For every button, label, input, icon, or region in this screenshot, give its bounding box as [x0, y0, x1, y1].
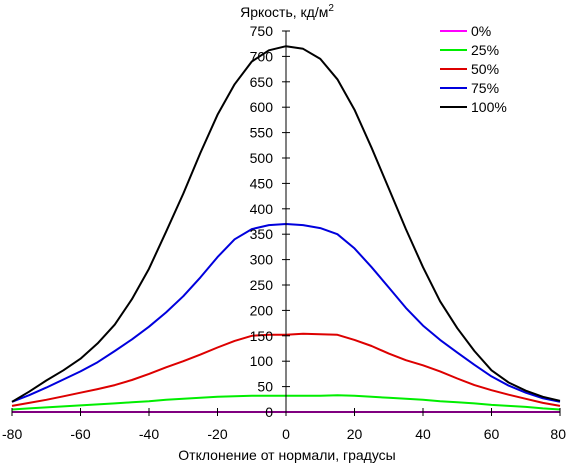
y-tick-label: 500: [250, 150, 274, 166]
x-tick-label: 40: [415, 426, 431, 442]
y-tick-label: 600: [250, 99, 274, 115]
x-tick-label: 60: [484, 426, 500, 442]
x-tick-label: -40: [139, 426, 159, 442]
y-tick-label: 750: [250, 23, 274, 39]
y-tick-label: 300: [250, 252, 274, 268]
x-tick-label: -60: [70, 426, 90, 442]
x-tick-label: -80: [2, 426, 22, 442]
x-tick-label: 80: [550, 426, 566, 442]
y-tick-label: 550: [250, 125, 274, 141]
y-tick-label: 200: [250, 302, 274, 318]
y-tick-label: 150: [250, 328, 274, 344]
legend-label: 50%: [471, 61, 499, 77]
y-axis-title: Яркость, кд/м2: [240, 3, 334, 20]
legend-label: 75%: [471, 80, 499, 96]
legend-label: 25%: [471, 42, 499, 58]
y-tick-label: 650: [250, 74, 274, 90]
axes: -80 -60 -40 -20 0 20 40 60 80 0 50 100 150 200 250 300 3…: [2, 23, 566, 442]
x-tick-label: 20: [347, 426, 363, 442]
x-tick-label: -20: [207, 426, 227, 442]
y-axis-title-superscript: 2: [328, 3, 334, 14]
y-tick-label: 450: [250, 175, 274, 191]
y-tick-label: 100: [250, 353, 274, 369]
x-tick-label: 0: [282, 426, 290, 442]
legend: 0% 25% 50% 75% 100%: [440, 23, 507, 115]
legend-label: 100%: [471, 99, 507, 115]
legend-label: 0%: [471, 23, 491, 39]
y-tick-label: 700: [250, 48, 274, 64]
y-tick-label: 0: [265, 404, 273, 420]
y-tick-label: 350: [250, 226, 274, 242]
y-tick-label: 50: [257, 379, 273, 395]
x-axis-title: Отклонение от нормали, градусы: [178, 447, 395, 463]
y-tick-label: 400: [250, 201, 274, 217]
y-axis-title-main: Яркость, кд/м: [240, 4, 328, 20]
y-tick-label: 250: [250, 277, 274, 293]
